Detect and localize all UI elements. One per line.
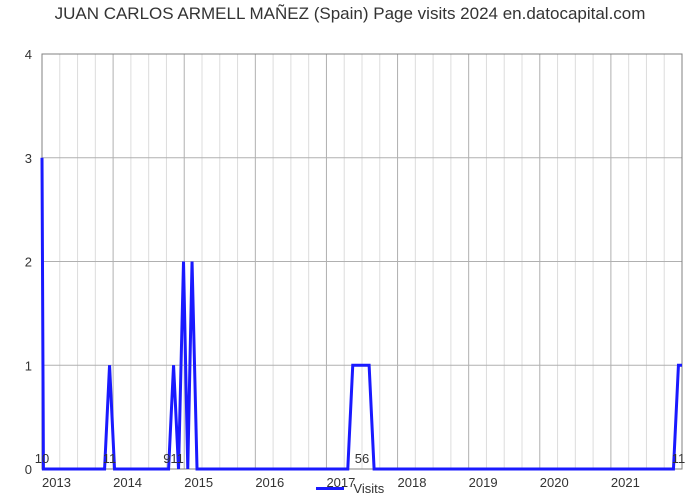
legend: Visits bbox=[0, 480, 700, 496]
line-chart: 2013201420152016201720182019202020210123… bbox=[0, 24, 700, 494]
chart-title: JUAN CARLOS ARMELL MAÑEZ (Spain) Page vi… bbox=[0, 0, 700, 24]
chart-container: JUAN CARLOS ARMELL MAÑEZ (Spain) Page vi… bbox=[0, 0, 700, 500]
data-label: 56 bbox=[355, 451, 369, 466]
y-tick-label: 3 bbox=[25, 151, 32, 166]
legend-swatch bbox=[316, 487, 344, 490]
y-tick-label: 4 bbox=[25, 47, 32, 62]
data-label: 11 bbox=[672, 451, 686, 466]
legend-label: Visits bbox=[353, 481, 384, 496]
data-label: 911 bbox=[163, 451, 184, 466]
data-label: 11 bbox=[103, 451, 117, 466]
y-tick-label: 2 bbox=[25, 255, 32, 270]
y-tick-label: 0 bbox=[25, 462, 32, 477]
y-tick-label: 1 bbox=[25, 358, 32, 373]
data-label: 10 bbox=[35, 451, 49, 466]
